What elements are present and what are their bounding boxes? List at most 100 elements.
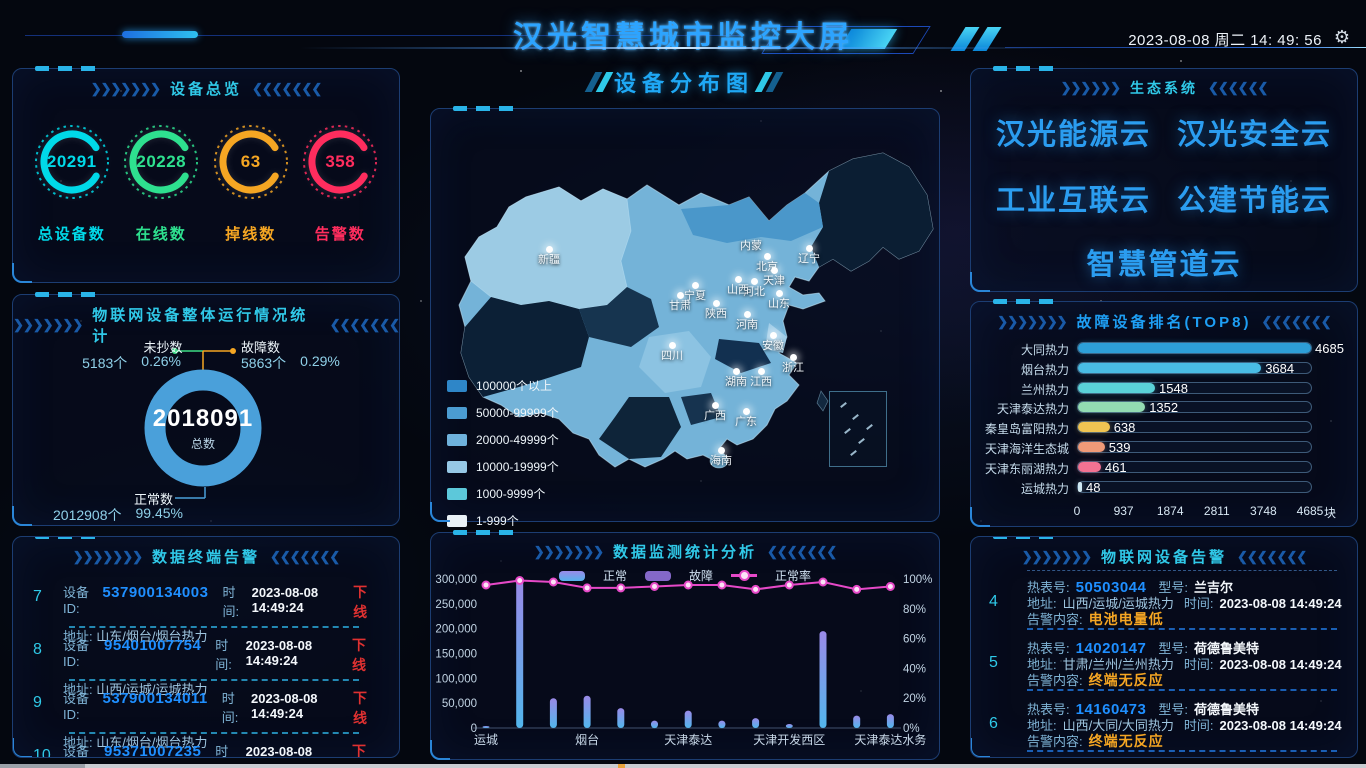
- gauge-ring: 358: [301, 123, 379, 201]
- meter-value: 14020147: [1075, 640, 1147, 657]
- province-label: 四川: [661, 350, 683, 362]
- marker-dot-icon: [758, 368, 765, 375]
- gauge: 358 告警数: [298, 123, 382, 244]
- top8-row: 天津海洋生态城 539: [971, 439, 1357, 456]
- device-id-label: 设备ID:: [63, 691, 90, 722]
- panel-title-device-overview: 设备总览: [169, 81, 242, 98]
- legend-label: 10000-19999个: [476, 460, 559, 474]
- terminal-alarm-row: 9 设备ID: 537900134011 时间: 2023-08-08 14:49:24…: [13, 681, 399, 750]
- marker-dot-icon: [735, 276, 742, 283]
- taskbar-edge-dot: [618, 764, 625, 768]
- content-value: 电池电量低: [1088, 611, 1164, 627]
- svg-text:100%: 100%: [903, 574, 932, 586]
- datetime-display: 2023-08-08 周二 14: 49: 56: [1128, 32, 1322, 49]
- callout-name-fault: 故障数: [241, 340, 281, 355]
- callout-values-normal: 2012908个 99.45%: [37, 505, 183, 525]
- svg-text:40%: 40%: [903, 663, 926, 675]
- terminal-alarm-list[interactable]: 7 设备ID: 537900134003 时间: 2023-08-08 14:49:24…: [13, 575, 399, 757]
- marker-dot-icon: [733, 368, 740, 375]
- ecosystem-link[interactable]: 汉光安全云: [1177, 119, 1333, 151]
- addr-value: 甘肃/兰州/兰州热力: [1062, 657, 1174, 672]
- settings-gear-icon[interactable]: ⚙: [1333, 27, 1350, 47]
- dashed-separator: [1027, 689, 1337, 691]
- svg-text:0%: 0%: [903, 723, 920, 735]
- panel-china-map: 新疆 内蒙 辽宁 北京 天津 河北 山西 山东 宁夏 甘肃 陕西 河南 安徽 四川 浙江 湖南 江西 广西 广东 海南…: [430, 106, 940, 528]
- content-value: 终端无反应: [1088, 672, 1164, 688]
- top8-value: 4685: [1315, 341, 1344, 356]
- iot-alarm-row: 4 热表号: 50503044 型号: 兰吉尔 地址: 山西/运城/运城热力 时间: 2023-…: [971, 575, 1357, 635]
- gauge-svg: [34, 125, 109, 199]
- chevrons-left-icon: ❮❮❮❮❮❮❮: [767, 543, 837, 559]
- svg-text:80%: 80%: [903, 604, 926, 616]
- island-dash: [840, 402, 847, 408]
- top8-value: 1548: [1159, 380, 1188, 396]
- province-label: 新疆: [538, 254, 560, 266]
- row-number: 9: [33, 694, 42, 711]
- svg-text:运城: 运城: [474, 733, 498, 747]
- province-label: 广东: [735, 416, 757, 428]
- row-number: 6: [989, 715, 998, 732]
- panel-monitor-chart: ❯❯❯❯❯❯❯ 数据监测统计分析 ❮❮❮❮❮❮❮ 正常 故障 正常率 300,0…: [430, 530, 940, 760]
- marker-dot-icon: [712, 402, 719, 409]
- gauge-label: 在线数: [135, 226, 187, 243]
- svg-text:20%: 20%: [903, 693, 926, 705]
- gauge-ring: 20228: [122, 123, 200, 201]
- region-innermongolia: [681, 193, 823, 243]
- monitor-chart-svg: 300,000 250,000 200,000 150,000 100,000 50,00…: [435, 574, 932, 747]
- province-label: 陕西: [705, 308, 727, 320]
- top8-track: 4685: [1077, 341, 1344, 356]
- province-label: 内蒙: [740, 240, 762, 252]
- meter-value: 50503044: [1075, 579, 1147, 596]
- device-id-value: 95401007754: [104, 637, 202, 654]
- top8-label: 天津海洋生态城: [984, 442, 1069, 456]
- ecosystem-link[interactable]: 汉光能源云: [995, 119, 1151, 151]
- legend-swatch: [447, 433, 467, 446]
- province-label: 海南: [710, 455, 732, 467]
- province-label: 安徽: [762, 340, 784, 352]
- time-label: 时间:: [1183, 657, 1214, 672]
- top8-track: 539: [1077, 440, 1312, 455]
- time-value: 2023-08-08 14:49:24: [245, 744, 313, 757]
- callout-name-unread: 未抄数: [143, 340, 183, 355]
- ecosystem-link[interactable]: 工业互联云: [995, 185, 1151, 217]
- callout-pct: 99.45%: [135, 505, 183, 521]
- region-sichuan: [639, 331, 711, 393]
- top8-track: 638: [1077, 420, 1312, 435]
- content-label: 告警内容:: [1027, 734, 1083, 749]
- addr-value: 山东/烟台/烟台热力: [96, 735, 208, 750]
- province-label: 河南: [736, 319, 758, 331]
- region-tibet: [461, 297, 589, 397]
- ecosystem-link[interactable]: 公建节能云: [1177, 185, 1333, 217]
- status-offline: 下线: [352, 743, 366, 757]
- gauge: 20228 在线数: [119, 123, 203, 244]
- top8-label: 秦皇岛富阳热力: [984, 422, 1069, 437]
- gauge-value: 358: [325, 152, 356, 171]
- marker-dot-icon: [776, 290, 783, 297]
- top8-row: 大同热力 4685: [971, 340, 1357, 357]
- chevrons-left-icon: ❮❮❮❮❮❮❮: [329, 317, 400, 332]
- row-body: 设备ID: 95371007235 时间: 2023-08-08 14:49:24 下线…: [63, 741, 383, 757]
- top8-bar: [1078, 362, 1262, 373]
- addr-label: 地址:: [63, 629, 93, 644]
- gauge-svg: [124, 125, 199, 199]
- addr-value: 山西/运城/运城热力: [96, 682, 208, 697]
- time-value: 2023-08-08 14:49:24: [251, 585, 319, 615]
- legend-swatch: [447, 487, 467, 500]
- map-legend-item: 50000-99999个: [447, 404, 559, 421]
- top8-label: 运城热力: [1020, 481, 1069, 496]
- row-number: 7: [33, 588, 42, 605]
- legend-label-rate: 正常率: [775, 569, 812, 583]
- panel-title-monitor: 数据监测统计分析: [612, 544, 757, 561]
- separator-line: [1027, 570, 1337, 571]
- gauge-label: 总设备数: [37, 226, 106, 243]
- map-legend-item: 1000-9999个: [447, 485, 559, 502]
- device-id-value: 537900134003: [102, 584, 209, 601]
- ecosystem-link[interactable]: 智慧管道云: [1086, 249, 1242, 281]
- device-id-value: 537900134011: [102, 690, 208, 707]
- terminal-alarm-row: 7 设备ID: 537900134003 时间: 2023-08-08 14:49:24…: [13, 575, 399, 644]
- row-number: 4: [989, 593, 998, 610]
- panel-terminal-alarms: ❯❯❯❯❯❯❯ 数据终端告警 ❮❮❮❮❮❮❮ 7 设备ID: 53790013400…: [12, 536, 400, 758]
- model-label: 型号:: [1158, 641, 1188, 656]
- taskbar-edge-segment: [0, 764, 85, 768]
- marker-dot-icon: [770, 332, 777, 339]
